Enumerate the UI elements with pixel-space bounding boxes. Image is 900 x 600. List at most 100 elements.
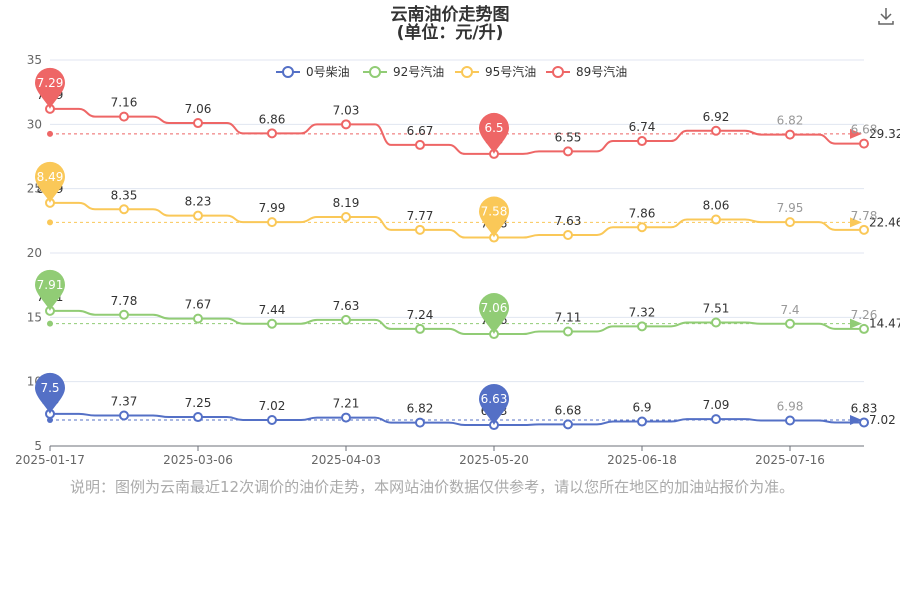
data-point[interactable]	[563, 146, 573, 157]
data-point[interactable]	[637, 416, 647, 427]
data-label: 7.21	[333, 397, 360, 411]
data-point[interactable]	[267, 128, 277, 139]
data-point[interactable]	[637, 222, 647, 233]
data-point[interactable]	[193, 313, 203, 324]
data-label: 7.32	[629, 305, 656, 319]
legend-marker-icon	[552, 66, 564, 78]
data-point[interactable]	[785, 217, 795, 228]
legend-item[interactable]: 0号柴油	[276, 65, 350, 79]
data-point[interactable]	[785, 318, 795, 329]
legend-label: 92号汽油	[393, 64, 444, 79]
data-point[interactable]	[119, 204, 129, 215]
data-point[interactable]	[193, 210, 203, 221]
data-point[interactable]	[785, 415, 795, 426]
data-point[interactable]	[267, 415, 277, 426]
data-label: 8.19	[333, 196, 360, 210]
data-point[interactable]	[563, 419, 573, 430]
data-label: 7.06	[185, 102, 212, 116]
legend-item[interactable]: 92号汽油	[363, 64, 444, 79]
data-point[interactable]	[859, 417, 869, 428]
data-point[interactable]	[415, 323, 425, 334]
min-pin-label: 7.06	[481, 301, 508, 315]
data-point[interactable]	[119, 309, 129, 320]
series-layer: 7.02 7.5 7.37 7.25 7.02 7.21 6.82 6.63 6.68 6.9 7.…	[35, 67, 900, 431]
max-pin-icon	[35, 161, 65, 203]
legend[interactable]: 0号柴油 92号汽油 95号汽油 89号汽油	[276, 64, 627, 79]
average-line-start	[47, 219, 53, 226]
x-tick-label: 2025-03-06	[163, 453, 233, 467]
series-2: 22.46 8.49 8.35 8.23 7.99 8.19 7.77 7.58 7.63 7.8…	[35, 161, 900, 243]
y-tick-label: 5	[34, 439, 42, 453]
data-point[interactable]	[785, 129, 795, 140]
data-label: 6.68	[851, 123, 878, 137]
max-pin: 7.29	[35, 67, 65, 109]
data-label: 7.77	[407, 209, 434, 223]
min-pin-icon	[479, 384, 509, 426]
average-line-start	[47, 320, 53, 327]
max-pin: 8.49	[35, 161, 65, 203]
data-point[interactable]	[119, 410, 129, 421]
x-tick-label: 2025-04-03	[311, 453, 381, 467]
data-point[interactable]	[563, 229, 573, 240]
data-point[interactable]	[563, 326, 573, 337]
data-point[interactable]	[859, 224, 869, 235]
data-point[interactable]	[637, 136, 647, 147]
data-point[interactable]	[711, 317, 721, 328]
data-point[interactable]	[711, 125, 721, 136]
x-tick-label: 2025-06-18	[607, 453, 677, 467]
min-pin: 7.06	[479, 293, 509, 335]
data-point[interactable]	[415, 224, 425, 235]
data-point[interactable]	[341, 314, 351, 325]
data-point[interactable]	[637, 321, 647, 332]
min-pin-icon	[479, 293, 509, 335]
legend-label: 95号汽油	[485, 64, 536, 79]
data-point[interactable]	[119, 111, 129, 122]
max-pin-icon	[35, 67, 65, 109]
data-point[interactable]	[267, 318, 277, 329]
data-label: 6.82	[777, 114, 804, 128]
data-point[interactable]	[193, 412, 203, 423]
data-label: 7.44	[259, 303, 286, 317]
average-arrow-icon	[850, 217, 862, 228]
data-label: 7.26	[851, 308, 878, 322]
min-pin-icon	[479, 112, 509, 154]
data-point[interactable]	[193, 118, 203, 129]
min-pin: 7.58	[479, 196, 509, 238]
x-tick-label: 2025-01-17	[15, 453, 85, 467]
data-label: 8.06	[703, 199, 730, 213]
chart-title: 云南油价走势图	[391, 4, 510, 25]
legend-item[interactable]: 95号汽油	[455, 64, 536, 79]
data-label: 6.83	[851, 401, 878, 415]
data-label: 7.51	[703, 301, 730, 315]
y-tick-label: 15	[27, 310, 42, 324]
data-point[interactable]	[267, 217, 277, 228]
data-point[interactable]	[341, 119, 351, 130]
legend-item[interactable]: 89号汽油	[546, 64, 627, 79]
data-point[interactable]	[859, 323, 869, 334]
data-point[interactable]	[859, 138, 869, 149]
data-label: 7.11	[555, 310, 582, 324]
series-line	[50, 309, 864, 336]
data-label: 7.67	[185, 298, 212, 312]
data-label: 7.09	[703, 398, 730, 412]
data-label: 6.98	[777, 400, 804, 414]
average-arrow-icon	[850, 128, 862, 139]
data-point[interactable]	[341, 211, 351, 222]
average-arrow-icon	[850, 414, 862, 425]
data-label: 7.99	[259, 201, 286, 215]
data-point[interactable]	[711, 414, 721, 425]
data-point[interactable]	[341, 412, 351, 423]
series-line	[50, 412, 864, 427]
series-1: 14.47 7.91 7.78 7.67 7.44 7.63 7.24 7.06 7.11 7.3…	[35, 269, 900, 340]
chart-subtitle: (单位：元/升)	[397, 22, 504, 43]
data-point[interactable]	[711, 214, 721, 225]
min-pin: 6.63	[479, 384, 509, 426]
data-point[interactable]	[415, 139, 425, 150]
series-3: 29.32 7.29 7.16 7.06 6.86 7.03 6.67 6.5 6.55 6.74…	[35, 67, 900, 159]
max-pin-label: 7.91	[37, 278, 64, 292]
data-point[interactable]	[415, 417, 425, 428]
download-icon[interactable]	[876, 6, 896, 26]
max-pin: 7.91	[35, 269, 65, 311]
grid	[50, 59, 864, 383]
